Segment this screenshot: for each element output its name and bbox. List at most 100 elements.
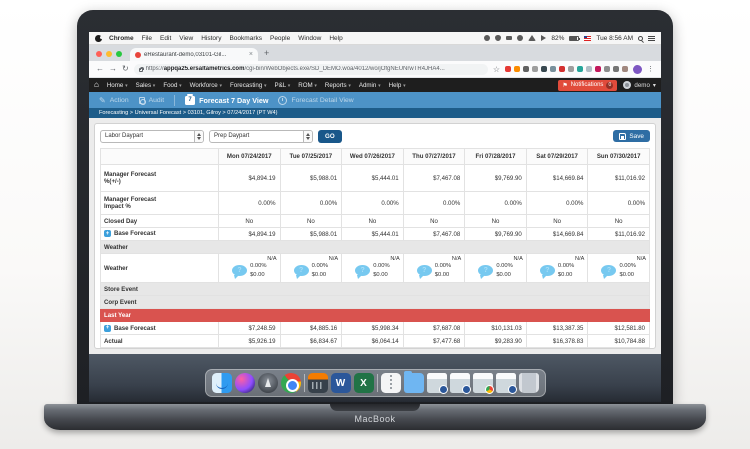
forecast-value-cell[interactable]: $14,669.84 — [525, 227, 589, 241]
display-icon[interactable] — [506, 35, 513, 41]
forecast-value-cell[interactable]: $10,784.88 — [587, 334, 650, 348]
forecast-value-cell[interactable]: $7,687.08 — [402, 321, 466, 336]
notification-center-icon[interactable] — [648, 35, 655, 41]
save-button[interactable]: Save — [613, 130, 650, 142]
browser-menu-icon[interactable]: ⋮ — [647, 66, 654, 73]
forecast-value-cell[interactable]: $4,894.19 — [218, 227, 281, 241]
dock-excel-icon[interactable]: X — [353, 373, 374, 393]
input-menu-icon[interactable] — [484, 35, 491, 41]
forecast-value-cell[interactable]: 0.00% — [464, 191, 527, 215]
extension-icon[interactable] — [604, 66, 610, 72]
prep-daypart-select[interactable]: Prep Daypart — [209, 129, 313, 143]
forecast-value-cell[interactable]: $7,467.08 — [402, 164, 466, 192]
weather-comment-icon[interactable]: ? — [355, 265, 371, 280]
address-bar[interactable]: https://appqa25.ersaltametrics.com/cgi-b… — [133, 63, 488, 75]
dock-folder-icon[interactable] — [403, 371, 424, 393]
extension-icon[interactable] — [622, 66, 628, 72]
forecast-value-cell[interactable]: No — [525, 214, 589, 228]
extension-icon[interactable] — [613, 66, 619, 72]
dock-trash-icon[interactable] — [518, 373, 539, 393]
browser-tab[interactable]: eRestaurant-demo,03101-Gil... × — [130, 48, 258, 61]
dock-window-icon[interactable] — [472, 373, 494, 394]
forecast-value-cell[interactable]: $13,387.35 — [525, 321, 589, 336]
new-tab-button[interactable]: + — [264, 48, 270, 58]
forecast-value-cell[interactable]: $7,248.59 — [218, 321, 281, 336]
weather-comment-icon[interactable]: ? — [232, 265, 248, 280]
search-icon[interactable] — [638, 35, 643, 41]
user-menu[interactable]: demo ▾ — [623, 81, 656, 89]
forecast-value-cell[interactable]: $5,988.01 — [279, 227, 343, 241]
forecast-value-cell[interactable]: $5,444.01 — [341, 227, 404, 241]
forecast-value-cell[interactable]: $14,669.84 — [525, 164, 589, 192]
forecast-value-cell[interactable]: No — [341, 214, 404, 228]
labor-daypart-select[interactable]: Labor Daypart — [100, 129, 204, 143]
forecast-value-cell[interactable]: No — [218, 214, 281, 228]
nav-item-help[interactable]: Help ▾ — [388, 81, 406, 89]
forecast-value-cell[interactable]: $6,064.14 — [341, 334, 404, 348]
forecast-value-cell[interactable]: $5,926.19 — [218, 334, 281, 348]
forecast-value-cell[interactable]: 0.00% — [525, 191, 589, 215]
dock-launchpad-icon[interactable] — [257, 373, 278, 393]
forward-button[interactable]: → — [109, 64, 117, 73]
audit-button[interactable]: Audit — [138, 96, 164, 105]
nav-item-home[interactable]: Home ▾ — [106, 81, 128, 89]
dock-window-icon[interactable] — [495, 373, 517, 394]
nav-item-food[interactable]: Food ▾ — [163, 81, 182, 89]
volume-icon[interactable] — [541, 35, 547, 41]
forecast-value-cell[interactable]: No — [464, 214, 527, 228]
flag-icon[interactable] — [584, 35, 592, 41]
extension-icon[interactable] — [568, 66, 574, 72]
extension-icon[interactable] — [550, 66, 556, 72]
nav-item-reports[interactable]: Reports ▾ — [324, 81, 351, 89]
extension-icon[interactable] — [505, 66, 511, 72]
extension-icon[interactable] — [559, 66, 565, 72]
zoom-window-button[interactable] — [116, 51, 122, 57]
forecast-value-cell[interactable]: $10,131.03 — [464, 321, 527, 336]
extension-icon[interactable] — [523, 66, 529, 72]
nav-item-admin[interactable]: Admin ▾ — [358, 81, 381, 89]
forecast-value-cell[interactable]: $11,016.92 — [587, 164, 650, 192]
forecast-value-cell[interactable]: 0.00% — [279, 191, 343, 215]
wifi-icon[interactable] — [528, 35, 537, 41]
forecast-value-cell[interactable]: No — [587, 214, 650, 228]
notifications-button[interactable]: ⚑ Notifications 0 — [558, 79, 618, 91]
expand-icon[interactable]: + — [104, 230, 111, 238]
menu-item-file[interactable]: File — [141, 34, 153, 42]
weather-comment-icon[interactable]: ? — [293, 265, 309, 280]
weather-comment-icon[interactable]: ? — [416, 265, 432, 280]
weather-comment-icon[interactable]: ? — [539, 265, 555, 280]
forecast-value-cell[interactable]: $5,988.01 — [279, 164, 343, 192]
forecast-value-cell[interactable]: $16,378.83 — [525, 334, 589, 348]
tab-forecast-detail-view[interactable]: Forecast Detail View — [278, 95, 354, 105]
minimize-window-button[interactable] — [106, 51, 112, 57]
extension-icon[interactable] — [514, 66, 520, 72]
dock-window-icon[interactable] — [449, 373, 471, 394]
dock-finder-icon[interactable] — [211, 373, 232, 393]
nav-item-rom[interactable]: ROM ▾ — [298, 81, 317, 89]
reload-button[interactable]: ↻ — [122, 64, 129, 73]
forecast-value-cell[interactable]: 0.00% — [218, 191, 281, 215]
menubar-clock[interactable]: Tue 8:56 AM — [596, 34, 633, 42]
forecast-value-cell[interactable]: $7,477.68 — [402, 334, 466, 348]
menu-item-view[interactable]: View — [179, 34, 194, 42]
bookmark-star-icon[interactable]: ☆ — [492, 64, 500, 74]
dock-calendar-icon[interactable] — [307, 373, 328, 393]
forecast-value-cell[interactable]: $9,283.90 — [464, 334, 527, 348]
forecast-value-cell[interactable]: 0.00% — [587, 191, 650, 215]
forecast-value-cell[interactable]: $6,834.67 — [279, 334, 343, 348]
forecast-value-cell[interactable]: No — [402, 214, 466, 228]
forecast-value-cell[interactable]: 0.00% — [402, 191, 466, 215]
forecast-value-cell[interactable]: No — [279, 214, 343, 228]
menu-item-bookmarks[interactable]: Bookmarks — [229, 34, 262, 42]
nav-item-forecasting[interactable]: Forecasting ▾ — [229, 81, 267, 89]
close-window-button[interactable] — [96, 51, 102, 57]
apple-logo-icon[interactable] — [95, 34, 103, 42]
nav-item-sales[interactable]: Sales ▾ — [135, 81, 156, 89]
tab-forecast-7-day-view[interactable]: 7 Forecast 7 Day View — [185, 94, 268, 105]
extension-icon[interactable] — [541, 66, 547, 72]
tab-close-icon[interactable]: × — [248, 51, 253, 58]
forecast-value-cell[interactable]: $5,998.34 — [341, 321, 404, 336]
forecast-value-cell[interactable]: $4,885.16 — [279, 321, 343, 336]
menu-item-edit[interactable]: Edit — [160, 34, 172, 42]
action-button[interactable]: ✎ Action — [99, 96, 129, 105]
